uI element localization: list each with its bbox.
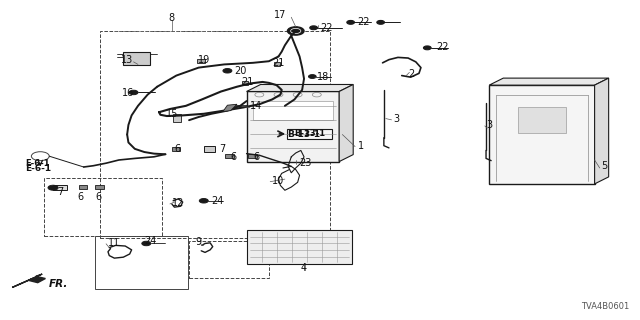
Text: E-6-1: E-6-1 [25,159,49,168]
Text: 18: 18 [317,72,329,82]
Circle shape [377,20,385,24]
Bar [204,146,215,152]
Circle shape [48,185,58,190]
Text: 17: 17 [274,10,287,20]
Bar [44,178,163,236]
Text: 19: 19 [198,55,210,65]
Text: 6: 6 [95,192,101,202]
Bar [274,62,280,66]
Circle shape [142,241,151,246]
Text: FR.: FR. [49,279,68,289]
Bar [253,101,333,120]
Circle shape [129,90,138,95]
Bar [518,108,566,133]
Bar [95,236,188,289]
Text: 5: 5 [601,161,607,172]
Polygon shape [223,104,237,112]
Text: 6: 6 [77,192,83,202]
Text: 2: 2 [408,69,414,79]
Circle shape [347,20,355,24]
Text: 9: 9 [196,237,202,247]
Bar [307,84,319,89]
Text: 6: 6 [230,152,237,162]
Text: 3: 3 [394,114,399,124]
Polygon shape [12,274,45,287]
Bar [246,92,339,162]
Text: 15: 15 [166,109,178,119]
Text: 24: 24 [211,196,224,206]
Polygon shape [339,84,353,162]
Text: E-6-1: E-6-1 [25,164,51,173]
Circle shape [308,75,316,78]
Text: B-13-1: B-13-1 [294,129,325,138]
Text: 21: 21 [272,58,284,68]
Text: 8: 8 [169,13,175,23]
Bar [79,185,87,189]
Text: 20: 20 [234,66,246,76]
Text: 11: 11 [108,238,120,248]
Text: 14: 14 [250,101,262,111]
Text: 7: 7 [219,144,225,154]
Text: 4: 4 [301,263,307,273]
Text: 7: 7 [57,187,63,197]
Bar [489,85,595,184]
Bar [246,230,352,264]
FancyBboxPatch shape [287,129,332,139]
Bar [242,81,248,85]
Text: 6: 6 [174,144,180,154]
Circle shape [310,26,317,30]
Text: 13: 13 [121,55,133,65]
Bar [225,154,234,158]
Bar [124,52,150,65]
Bar [262,84,274,89]
Polygon shape [489,78,609,85]
Text: 10: 10 [272,176,284,186]
Text: 6: 6 [253,152,259,162]
Text: 12: 12 [172,198,184,208]
Text: 1: 1 [358,141,364,151]
Text: TVA4B0601: TVA4B0601 [582,302,630,311]
Text: 22: 22 [436,42,449,52]
Bar [173,114,180,122]
Bar [248,154,257,158]
Bar [100,31,330,238]
Circle shape [424,46,431,50]
Bar [189,241,269,278]
Text: 22: 22 [320,23,333,33]
Text: B-13-1: B-13-1 [287,130,320,139]
Polygon shape [595,78,609,184]
Bar [95,185,104,189]
Bar [197,59,205,62]
Bar [172,147,180,151]
Bar [53,186,67,190]
Text: 22: 22 [357,17,369,28]
Text: 23: 23 [300,158,312,168]
Text: 21: 21 [241,77,253,87]
Circle shape [199,198,208,203]
Text: 3: 3 [486,120,492,130]
Text: 16: 16 [122,88,134,98]
Circle shape [287,27,304,35]
Text: 24: 24 [145,236,157,246]
Circle shape [223,68,232,73]
Polygon shape [246,84,353,92]
